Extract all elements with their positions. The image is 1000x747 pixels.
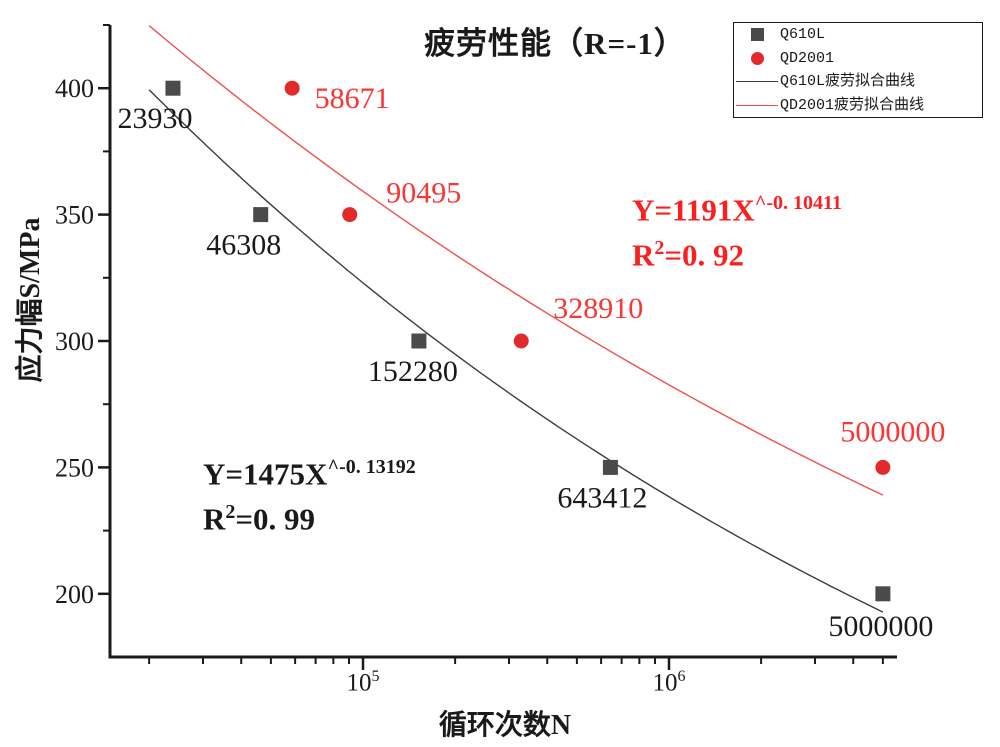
legend-label: QD2001 (780, 49, 835, 67)
x-tick-label-1e5: 105 (346, 668, 380, 697)
qd2001-point (513, 333, 529, 349)
legend: Q610L QD2001 Q610L疲劳拟合曲线 QD2001疲劳拟合曲线 (733, 22, 983, 118)
line-swatch-icon (734, 104, 780, 106)
y-tick-label: 400 (55, 74, 94, 103)
q610l-point-label: 5000000 (828, 610, 933, 643)
q610l-fit-equation: Y=1475X^-0. 13192 R2=0. 99 (203, 448, 416, 539)
y-tick-label: 300 (55, 327, 94, 356)
legend-item-qd2001: QD2001 (734, 47, 982, 70)
qd2001-point (284, 80, 300, 96)
legend-label: Q610L (780, 26, 826, 44)
circle-marker-icon (734, 51, 780, 65)
chart-title: 疲劳性能（R=-1） (424, 26, 686, 61)
qd2001-point-label: 90495 (386, 177, 461, 210)
legend-label: Q610L疲劳拟合曲线 (780, 73, 916, 91)
q610l-point (411, 333, 427, 349)
equation-line: Y=1191X^-0. 10411 (632, 192, 842, 228)
q610l-point-label: 643412 (557, 481, 647, 514)
legend-item-qd2001-fit: QD2001疲劳拟合曲线 (734, 94, 982, 117)
fit-curve-qd200 (148, 25, 884, 496)
legend-item-q610l: Q610L (734, 23, 982, 46)
y-tick-label: 200 (55, 580, 94, 609)
q610l-point-label: 46308 (206, 229, 281, 262)
q610l-point (165, 80, 181, 96)
q610l-point-label: 152280 (368, 355, 458, 388)
qd2001-point-label: 328910 (553, 292, 643, 325)
q610l-point (253, 207, 269, 223)
square-marker-icon (734, 28, 780, 42)
r-squared-line: R2=0. 99 (203, 501, 316, 537)
qd2001-point-label: 5000000 (840, 415, 945, 448)
equation-line: Y=1475X^-0. 13192 (203, 456, 416, 492)
line-swatch-icon (734, 81, 780, 83)
axes (108, 25, 897, 659)
q610l-point (602, 459, 618, 475)
legend-item-q610l-fit: Q610L疲劳拟合曲线 (734, 70, 982, 93)
r-squared-line: R2=0. 92 (632, 237, 745, 273)
x-axis-title: 循环次数N (438, 710, 572, 741)
q610l-point-label: 23930 (117, 102, 192, 135)
qd2001-point-label: 58671 (315, 82, 390, 115)
qd2001-point (342, 207, 358, 223)
q610l-point (875, 586, 891, 602)
legend-label: QD2001疲劳拟合曲线 (780, 96, 925, 114)
qd2001-fit-equation: Y=1191X^-0. 10411 R2=0. 92 (632, 184, 842, 275)
y-axis-title: 应力幅S/MPa (15, 217, 46, 383)
qd2001-point (875, 459, 891, 475)
y-tick-label: 250 (55, 453, 94, 482)
x-tick-label-1e6: 106 (652, 668, 686, 697)
fit-curve-q610l (148, 89, 884, 613)
y-tick-label: 350 (55, 201, 94, 230)
